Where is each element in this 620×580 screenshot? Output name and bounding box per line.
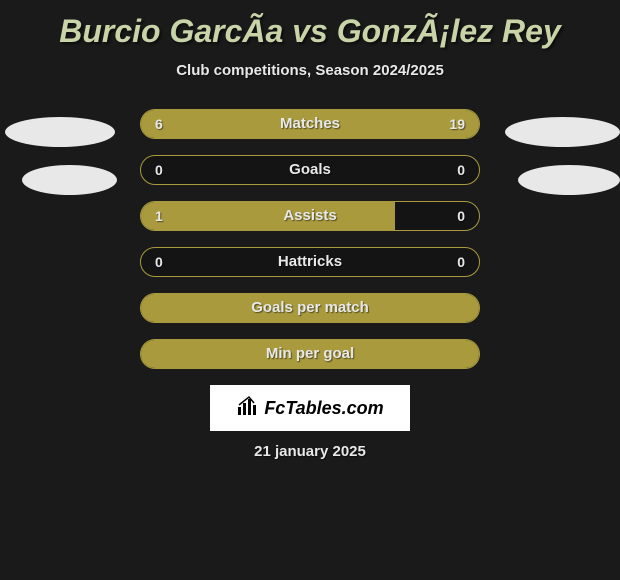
stat-label: Assists (141, 202, 479, 230)
main-container: Burcio GarcÃ­a vs GonzÃ¡lez Rey Club com… (0, 0, 620, 465)
avatar-placeholder-right-1 (505, 117, 620, 147)
stat-row: 00Hattricks (140, 247, 480, 277)
avatar-placeholder-left-2 (22, 165, 117, 195)
stat-row: 10Assists (140, 201, 480, 231)
stat-row: 00Goals (140, 155, 480, 185)
date-label: 21 january 2025 (0, 443, 620, 460)
bars-wrapper: 619Matches 00Goals 10Assists 00Hattricks Goa… (140, 109, 480, 369)
logo-box: FcTables.com (210, 385, 410, 431)
page-subtitle: Club competitions, Season 2024/2025 (0, 62, 620, 79)
stat-label: Min per goal (141, 340, 479, 368)
stat-label: Goals (141, 156, 479, 184)
stat-row: Goals per match (140, 293, 480, 323)
stat-row: 619Matches (140, 109, 480, 139)
stat-row: Min per goal (140, 339, 480, 369)
avatar-placeholder-right-2 (518, 165, 620, 195)
stat-label: Goals per match (141, 294, 479, 322)
stat-label: Hattricks (141, 248, 479, 276)
stats-area: 619Matches 00Goals 10Assists 00Hattricks Goa… (0, 109, 620, 369)
page-title: Burcio GarcÃ­a vs GonzÃ¡lez Rey (0, 13, 620, 50)
logo-text: FcTables.com (264, 398, 383, 419)
chart-icon (236, 395, 258, 422)
stat-label: Matches (141, 110, 479, 138)
avatar-placeholder-left-1 (5, 117, 115, 147)
